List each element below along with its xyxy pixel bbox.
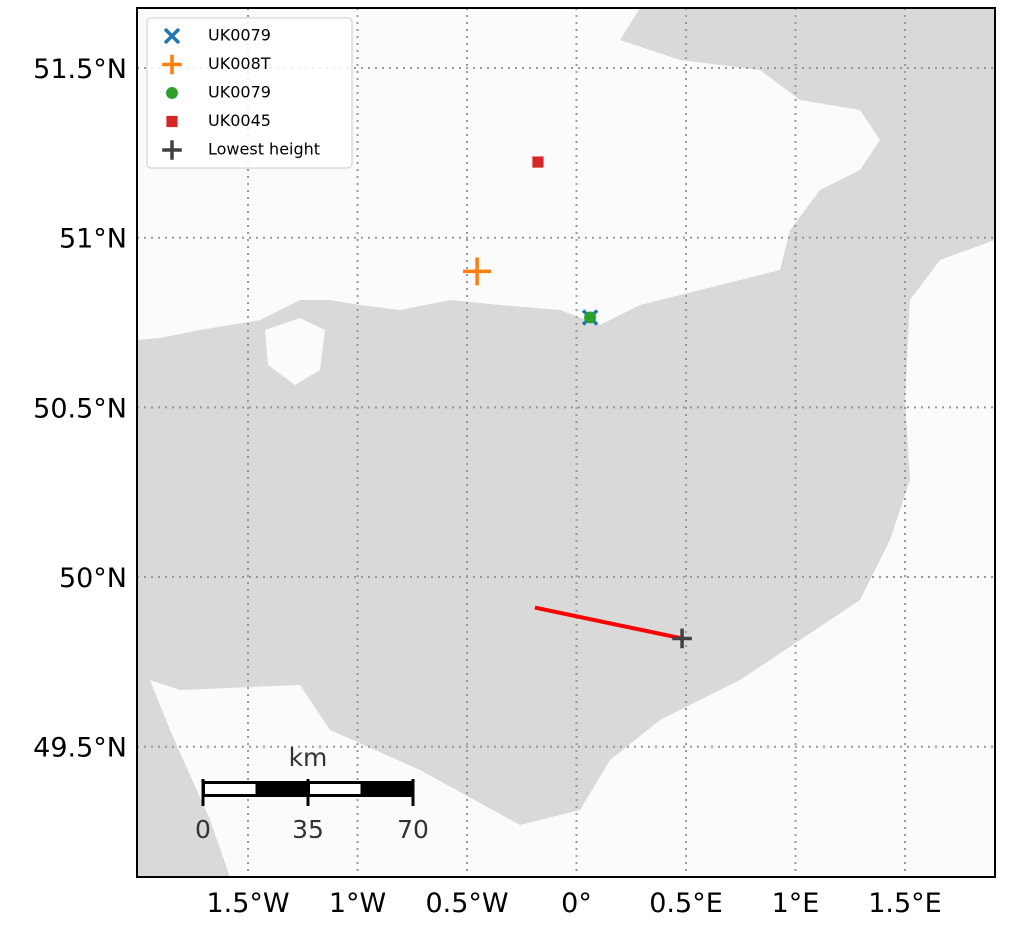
y-tick-label: 50.5°N	[33, 393, 127, 424]
marker-shape	[162, 54, 182, 75]
marker	[163, 27, 181, 45]
x-tick-label: 0.5°E	[649, 888, 723, 919]
legend-label: Lowest height	[208, 140, 320, 159]
scale-bar-tick-label: 35	[292, 815, 324, 844]
frame	[136, 7, 996, 878]
marker-shape	[162, 140, 182, 160]
x-tick-label: 1°W	[329, 888, 386, 919]
track-line	[534, 605, 683, 641]
sea	[137, 8, 995, 877]
x-tick-label: 1°E	[772, 888, 820, 919]
legend-label: UK0045	[208, 111, 271, 130]
marker	[166, 87, 178, 99]
y-tick-label: 51°N	[59, 224, 127, 255]
marker-shape	[163, 27, 181, 45]
legend	[146, 17, 353, 169]
marker-shape	[166, 115, 178, 128]
scale-bar-tick-label: 70	[397, 815, 429, 844]
scale-bar-segment	[205, 784, 256, 794]
y-tick-label: 49.5°N	[33, 733, 127, 764]
marker	[584, 311, 597, 324]
marks	[463, 156, 692, 649]
island	[630, 80, 770, 120]
legend-items: UK0079 UK008T UK0079 UK0045 Lowest height	[162, 26, 320, 160]
marker-shape	[463, 257, 492, 286]
legend-label: UK008T	[208, 54, 271, 73]
scale-bar: km 0 35 70	[195, 743, 429, 844]
marker-shape	[584, 311, 597, 324]
scale-bar-segment	[310, 784, 361, 794]
scale-bar-label: km	[289, 743, 328, 772]
marker-shape	[672, 628, 692, 649]
legend-label: UK0079	[208, 83, 271, 102]
y-tick-label: 50°N	[59, 563, 127, 594]
x-tick-label: 0°	[561, 888, 592, 919]
grid	[137, 8, 995, 877]
x-tick-label: 1.5°W	[206, 888, 289, 919]
marker	[166, 115, 178, 128]
marker-shape	[532, 156, 544, 168]
marker	[162, 140, 182, 160]
x-tick-label: 1.5°E	[868, 888, 942, 919]
marker	[162, 54, 182, 75]
island	[265, 318, 325, 385]
marker-shape	[166, 87, 178, 99]
scale-bar-tick-label: 0	[195, 815, 211, 844]
marker	[672, 628, 692, 649]
legend-label: UK0079	[208, 26, 271, 45]
x-tick-label: 0.5°W	[425, 888, 508, 919]
marker	[532, 156, 544, 168]
marker	[463, 257, 492, 286]
y-tick-label: 51.5°N	[33, 54, 127, 85]
